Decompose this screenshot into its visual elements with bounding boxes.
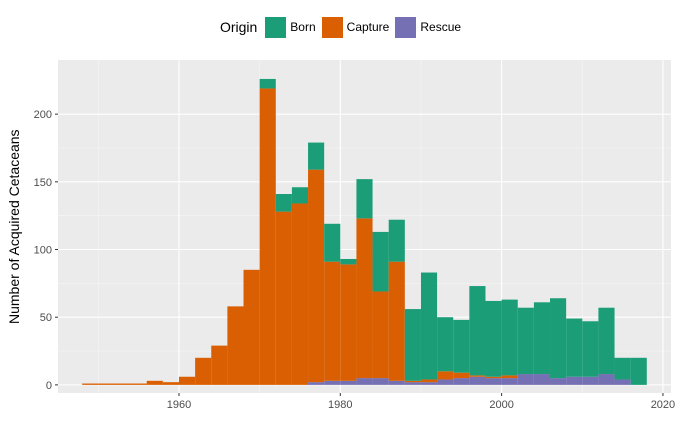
bar-capture — [388, 261, 405, 381]
bar-born — [582, 321, 599, 377]
y-axis-label: Number of Acquired Cetaceans — [6, 129, 22, 324]
bar-rescue — [501, 378, 518, 385]
bar-capture — [195, 357, 212, 385]
bar-capture — [82, 383, 99, 385]
bar-born — [501, 299, 518, 376]
bar-born — [533, 302, 551, 375]
bar-capture — [501, 375, 518, 379]
bar-rescue — [372, 378, 389, 385]
legend-swatch-capture — [321, 16, 343, 38]
bar-born — [469, 286, 486, 376]
bar-capture — [356, 218, 373, 379]
legend-item-capture: Capture — [321, 16, 390, 38]
bar-born — [437, 317, 454, 372]
bar-born — [485, 300, 502, 377]
bar-born — [275, 194, 292, 212]
bar-rescue — [308, 382, 325, 385]
bar-rescue — [469, 376, 486, 385]
bar-rescue — [404, 382, 421, 385]
bar-capture — [453, 372, 470, 379]
bar-rescue — [614, 379, 631, 385]
legend-item-rescue: Rescue — [395, 16, 462, 38]
bar-capture — [340, 264, 357, 381]
bar-capture — [372, 291, 389, 379]
legend-title: Origin — [219, 19, 258, 35]
bar-capture — [404, 380, 421, 383]
bar-born — [566, 318, 583, 377]
bar-capture — [98, 383, 115, 385]
bar-capture — [243, 269, 260, 385]
bar-capture — [178, 376, 196, 385]
bar-born — [324, 223, 341, 262]
legend-label-capture: Capture — [346, 20, 390, 34]
bar-rescue — [533, 374, 551, 385]
bar-rescue — [356, 378, 373, 385]
bar-born — [420, 272, 438, 380]
bar-capture — [485, 376, 502, 379]
legend-swatch-born — [265, 16, 287, 38]
bar-born — [614, 357, 631, 380]
legend-label-rescue: Rescue — [420, 20, 462, 34]
bar-rescue — [340, 380, 357, 385]
axes: 0 50 100 150 200 1960 1980 2000 2020 — [34, 109, 676, 411]
bar-capture — [420, 379, 438, 383]
bar-born — [356, 179, 373, 219]
y-tick-label: 50 — [40, 312, 52, 324]
bar-born — [308, 142, 325, 170]
x-tick-label: 2000 — [489, 399, 513, 411]
bar-born — [372, 231, 389, 292]
bar-capture — [259, 88, 276, 385]
bar-born — [340, 258, 357, 265]
bar-capture — [275, 211, 292, 385]
bar-born — [388, 219, 405, 262]
legend-swatch-rescue — [395, 16, 417, 38]
bar-capture — [437, 371, 454, 380]
bar-rescue — [550, 378, 567, 385]
bar-born — [259, 78, 276, 89]
bar-capture — [162, 382, 179, 385]
bar-born — [550, 298, 567, 379]
legend-item-born: Born — [265, 16, 316, 38]
bar-rescue — [566, 376, 583, 385]
y-tick-label: 150 — [34, 177, 52, 189]
bars — [82, 78, 647, 385]
bar-rescue — [324, 380, 341, 385]
bar-capture — [324, 261, 341, 381]
bar-capture — [291, 203, 309, 385]
legend: Origin Born Capture Rescue — [0, 15, 687, 39]
bar-rescue — [388, 380, 405, 385]
bar-born — [404, 309, 421, 381]
bar-born — [630, 357, 647, 385]
y-tick-label: 100 — [34, 245, 52, 257]
bar-born — [517, 307, 534, 375]
bar-rescue — [485, 378, 502, 385]
x-tick-label: 1980 — [328, 399, 352, 411]
bar-rescue — [453, 378, 470, 385]
bar-capture — [308, 169, 325, 383]
x-tick-label: 1960 — [167, 399, 191, 411]
bar-rescue — [437, 379, 454, 385]
bar-rescue — [582, 376, 599, 385]
bar-rescue — [598, 374, 615, 385]
bar-rescue — [420, 382, 438, 385]
legend-label-born: Born — [290, 20, 316, 34]
bar-capture — [469, 375, 486, 377]
bar-capture — [114, 383, 131, 385]
bar-born — [291, 187, 309, 204]
x-tick-label: 2020 — [651, 399, 675, 411]
bar-capture — [146, 380, 163, 385]
bar-capture — [211, 345, 228, 385]
y-tick-label: 0 — [46, 380, 52, 392]
bar-capture — [227, 306, 244, 385]
y-tick-label: 200 — [34, 109, 52, 121]
bar-rescue — [517, 374, 534, 385]
bar-born — [453, 319, 470, 373]
bar-capture — [130, 383, 147, 385]
bar-born — [598, 307, 615, 375]
